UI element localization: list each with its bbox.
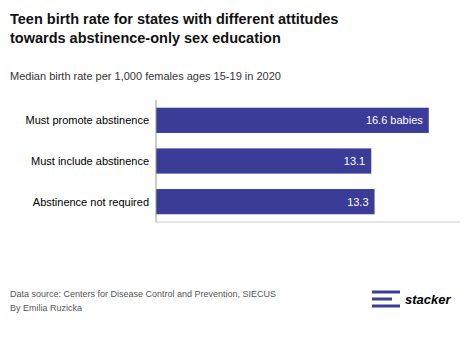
logo-text: stacker <box>405 292 451 307</box>
bars <box>156 108 429 215</box>
x-axis-line <box>156 222 460 223</box>
y-tick-label: Abstinence not required <box>33 196 149 208</box>
data-label: 13.1 <box>344 155 365 167</box>
bar <box>156 189 375 214</box>
footer-author: By Emilia Ruzicka <box>10 303 82 313</box>
y-tick-label: Must include abstinence <box>31 155 149 167</box>
bar <box>156 148 371 173</box>
title-line: towards abstinence-only sex education <box>10 30 281 46</box>
y-axis-line <box>156 100 157 222</box>
data-label: 16.6 babies <box>366 114 423 126</box>
bar <box>156 108 429 133</box>
logo-line <box>372 305 400 308</box>
data-label: 13.3 <box>347 196 368 208</box>
y-tick-label: Must promote abstinence <box>25 114 149 126</box>
subtitle: Median birth rate per 1,000 females ages… <box>10 70 281 82</box>
title-line: Teen birth rate for states with differen… <box>10 11 338 27</box>
logo-line <box>372 298 392 301</box>
logo-line <box>372 291 400 294</box>
footer-source: Data source: Centers for Disease Control… <box>10 289 276 299</box>
title: Teen birth rate for states with differen… <box>10 11 338 46</box>
background <box>0 0 474 338</box>
chart: Teen birth rate for states with differen… <box>0 0 474 338</box>
